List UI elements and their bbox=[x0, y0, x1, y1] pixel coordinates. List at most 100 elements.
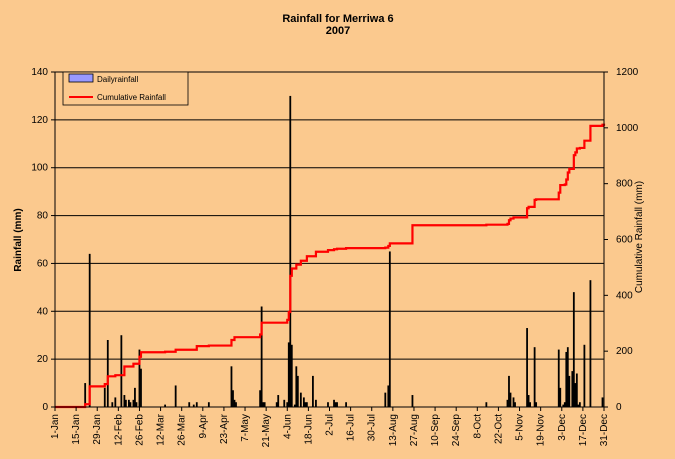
rainfall-bar bbox=[287, 342, 290, 407]
rainfall-bar bbox=[84, 383, 87, 407]
rainfall-bar bbox=[262, 402, 265, 407]
y2-tick-label: 1000 bbox=[616, 123, 639, 134]
plot-frame bbox=[54, 71, 605, 408]
x-tick-label: 5-Nov bbox=[515, 414, 526, 441]
x-tick-label: 15-Jan bbox=[71, 414, 82, 445]
rainfall-bar bbox=[574, 383, 577, 407]
y2-tick-label: 0 bbox=[616, 402, 622, 413]
rainfall-bar bbox=[188, 402, 191, 407]
rainfall-bar bbox=[106, 340, 109, 407]
rainfall-bar bbox=[195, 402, 198, 407]
rainfall-bar bbox=[235, 402, 237, 407]
axis-ticks bbox=[51, 71, 608, 411]
rainfall-bar bbox=[506, 399, 509, 407]
rainfall-bar bbox=[336, 402, 338, 407]
y-tick-label: 20 bbox=[37, 354, 49, 365]
rainfall-bar bbox=[120, 335, 123, 407]
rainfall-bar bbox=[295, 366, 298, 407]
rainfall-bar bbox=[164, 404, 167, 407]
y-tick-label: 60 bbox=[37, 258, 49, 269]
rainfall-bar bbox=[123, 395, 126, 407]
rainfall-bar bbox=[230, 366, 233, 407]
rainfall-bar bbox=[263, 402, 266, 407]
y2-tick-label: 800 bbox=[616, 179, 633, 190]
x-tick-label: 31-Dec bbox=[599, 414, 610, 446]
x-tick-label: 8-Oct bbox=[472, 414, 483, 439]
rainfall-bar bbox=[111, 402, 114, 407]
x-tick-label: 12-Mar bbox=[156, 413, 167, 445]
rainfall-bar bbox=[174, 385, 177, 407]
rainfall-bar bbox=[103, 387, 106, 407]
rainfall-bar bbox=[135, 402, 138, 407]
daily-rainfall-bars bbox=[84, 95, 604, 407]
x-tick-label: 26-Feb bbox=[134, 414, 145, 446]
x-tick-label: 19-Nov bbox=[536, 414, 547, 446]
x-tick-label: 18-Jun bbox=[303, 414, 314, 445]
rainfall-bar bbox=[293, 404, 296, 407]
rainfall-bar bbox=[88, 253, 91, 407]
rainfall-bar bbox=[233, 399, 236, 407]
y-tick-label: 100 bbox=[31, 163, 48, 174]
rainfall-bar bbox=[275, 402, 278, 407]
y-tick-label: 40 bbox=[37, 306, 49, 317]
rainfall-bar bbox=[283, 399, 286, 407]
x-tick-label: 26-Mar bbox=[177, 413, 188, 445]
rainfall-bar bbox=[232, 390, 234, 407]
rainfall-bar bbox=[575, 373, 578, 407]
x-tick-label: 7-May bbox=[240, 414, 251, 442]
rainfall-bar bbox=[577, 404, 580, 407]
rainfall-bar bbox=[583, 344, 586, 407]
rainfall-bar bbox=[138, 349, 141, 407]
rainfall-bar bbox=[601, 397, 604, 407]
x-tick-label: 17-Dec bbox=[578, 414, 589, 446]
rainfall-bar bbox=[299, 392, 302, 407]
rainfall-bar bbox=[260, 306, 263, 407]
legend: Dailyrainfall Cumulative Rainfall bbox=[62, 71, 189, 106]
grid-lines bbox=[55, 119, 604, 360]
rainfall-bar bbox=[571, 371, 574, 407]
rainfall-bar bbox=[572, 292, 575, 407]
y2-tick-label: 400 bbox=[616, 290, 633, 301]
rainfall-bar bbox=[485, 402, 488, 407]
rainfall-bar bbox=[509, 392, 512, 407]
x-tick-label: 24-Sep bbox=[451, 414, 462, 447]
x-tick-label: 30-Jul bbox=[367, 414, 378, 441]
rainfall-bar bbox=[286, 402, 289, 407]
rainfall-bar bbox=[128, 399, 130, 407]
rainfall-bar bbox=[134, 387, 136, 407]
y-tick-label: 120 bbox=[31, 115, 48, 126]
rainfall-bar bbox=[114, 397, 117, 407]
rainfall-bar bbox=[132, 399, 135, 407]
x-tick-label: 3-Dec bbox=[557, 414, 568, 441]
x-tick-label: 27-Aug bbox=[409, 414, 420, 446]
x-tick-label: 12-Feb bbox=[113, 414, 124, 446]
y-tick-label: 140 bbox=[31, 67, 48, 78]
rainfall-bar bbox=[535, 402, 538, 407]
rainfall-bar bbox=[296, 375, 299, 407]
x-tick-label: 16-Jul bbox=[346, 414, 357, 441]
rainfall-bar bbox=[384, 392, 387, 407]
x-tick-label: 22-Oct bbox=[493, 414, 504, 444]
y-tick-label: 0 bbox=[42, 402, 48, 413]
y-tick-label: 80 bbox=[37, 211, 49, 222]
rainfall-bar bbox=[562, 404, 565, 407]
rainfall-bar bbox=[334, 402, 337, 407]
rainfall-bar bbox=[129, 402, 132, 407]
rainfall-bar bbox=[565, 351, 568, 407]
x-tick-label: 2-Jul bbox=[325, 414, 336, 436]
y2-tick-label: 600 bbox=[616, 235, 633, 246]
y2-tick-label: 200 bbox=[616, 346, 633, 357]
rainfall-bar bbox=[345, 402, 347, 407]
rainfall-bar bbox=[277, 395, 280, 407]
rainfall-bar bbox=[259, 390, 262, 407]
rainfall-bar bbox=[514, 402, 516, 407]
rainfall-bar bbox=[312, 375, 314, 407]
rainfall-bar bbox=[508, 375, 510, 407]
rainfall-bar bbox=[327, 402, 329, 407]
rainfall-bar bbox=[290, 344, 293, 407]
rainfall-bar bbox=[289, 95, 292, 407]
rainfall-bar bbox=[533, 347, 536, 407]
legend-label-daily: Dailyrainfall bbox=[97, 75, 139, 84]
x-tick-label: 1-Jan bbox=[50, 414, 61, 439]
